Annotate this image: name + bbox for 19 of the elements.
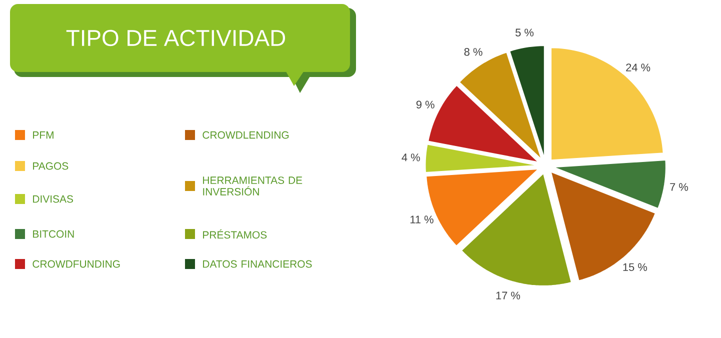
data-label: 4 % (402, 154, 420, 162)
chart-title: TIPO DE ACTIVIDAD (66, 30, 286, 46)
legend-label: CROWDLENDING (202, 131, 289, 139)
legend-label: PRÉSTAMOS (203, 229, 267, 239)
legend-label: HERRAMIENTAS DE INVERSIÓN (203, 176, 302, 196)
data-label: 5 % (516, 28, 534, 36)
data-label: 7 % (670, 183, 688, 191)
legend-label: DATOS FINANCIEROS (203, 260, 312, 268)
data-label: 8 % (464, 48, 482, 56)
data-label: 11 % (410, 216, 434, 224)
legend-label: PAGOS (33, 162, 68, 170)
legend-label: DIVISAS (33, 195, 74, 203)
data-label: 15 % (623, 263, 647, 271)
data-label: 9 % (416, 100, 434, 108)
data-label: 17 % (496, 292, 520, 300)
data-label: 24 % (626, 64, 650, 72)
legend-label: BITCOIN (33, 230, 74, 238)
legend-label: PFM (33, 131, 54, 139)
legend-label: CROWDFUNDING (32, 260, 120, 268)
